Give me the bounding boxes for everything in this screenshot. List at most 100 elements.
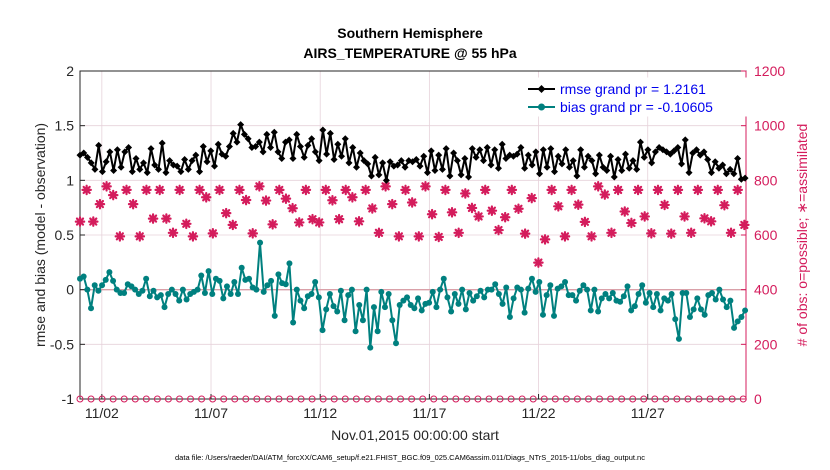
rmse-point: [349, 144, 357, 152]
rmse-point: [267, 144, 275, 152]
bias-point: [635, 291, 642, 298]
bias-point: [631, 303, 638, 310]
bias-point: [374, 328, 381, 335]
rmse-point: [625, 164, 633, 172]
rmse-point: [513, 150, 521, 158]
obs-possible-marker: [540, 395, 548, 403]
bias-point: [473, 293, 480, 300]
bias-point: [102, 276, 109, 283]
bias-point: [161, 304, 168, 311]
bias-point: [337, 287, 344, 294]
rmse-point: [480, 157, 488, 165]
obs-assimilated-marker: [101, 181, 112, 192]
obs-possible-marker: [98, 395, 106, 403]
bias-point: [359, 317, 366, 324]
rmse-point: [528, 161, 536, 169]
rmse-point: [222, 152, 230, 160]
rmse-point: [181, 156, 189, 164]
bias-point: [282, 281, 289, 288]
obs-assimilated-marker: [353, 216, 365, 227]
bias-point: [429, 288, 436, 295]
rmse-point: [117, 163, 125, 171]
rmse-point: [442, 145, 450, 153]
obs-assimilated-marker: [486, 205, 498, 216]
rmse-point: [364, 160, 372, 168]
obs-possible-marker: [662, 395, 670, 403]
obs-assimilated-marker: [320, 184, 332, 196]
obs-possible-marker: [441, 395, 449, 403]
rmse-point: [315, 157, 323, 165]
rmse-point: [311, 148, 319, 156]
obs-possible-marker: [209, 395, 217, 403]
obs-assimilated-marker: [293, 217, 305, 228]
rmse-point: [293, 130, 301, 138]
obs-possible-marker: [562, 395, 570, 403]
bias-point: [319, 327, 326, 334]
rmse-point: [345, 159, 353, 167]
rmse-point: [106, 148, 114, 156]
obs-possible-marker: [275, 395, 283, 403]
bias-point: [742, 307, 749, 314]
rmse-point: [341, 135, 349, 143]
rmse-point: [573, 172, 581, 180]
chart-subtitle: AIRS_TEMPERATURE @ 55 hPa: [303, 45, 517, 61]
bias-point: [231, 279, 238, 286]
bias-point: [348, 286, 355, 293]
obs-assimilated-marker: [592, 181, 604, 192]
rmse-point: [162, 169, 170, 177]
bias-point: [88, 305, 95, 312]
rmse-point: [412, 156, 420, 164]
obs-possible-marker: [386, 395, 394, 403]
rmse-point: [674, 144, 682, 152]
obs-possible-marker: [507, 395, 515, 403]
bias-point: [628, 307, 635, 314]
bias-point: [110, 277, 117, 284]
bias-point: [528, 275, 535, 282]
rmse-point: [696, 151, 704, 159]
rmse-point: [562, 146, 570, 154]
bias-point: [466, 289, 473, 296]
bias-point: [95, 287, 102, 294]
bias-point: [440, 275, 447, 282]
rmse-point: [722, 170, 730, 178]
obs-possible-marker: [120, 395, 128, 403]
rmse-point: [577, 146, 585, 154]
y2-tick-label: 400: [754, 282, 778, 298]
rmse-point: [543, 163, 551, 171]
rmse-point: [367, 172, 375, 180]
rmse-point: [427, 147, 435, 155]
rmse-point: [689, 149, 697, 157]
rmse-point: [173, 162, 181, 170]
obs-assimilated-marker: [732, 184, 743, 196]
obs-possible-marker: [618, 395, 626, 403]
rmse-point: [685, 169, 693, 177]
obs-possible-marker: [651, 395, 659, 403]
obs-assimilated-marker: [619, 206, 631, 217]
rmse-point: [603, 166, 611, 174]
rmse-point: [199, 142, 207, 150]
bias-point: [381, 304, 388, 311]
y-tick-label: 1.5: [55, 118, 75, 134]
legend-bias-label: bias grand pr = -0.10605: [560, 99, 713, 115]
rmse-point: [461, 154, 469, 162]
bias-point: [488, 286, 495, 293]
rmse-point: [502, 154, 510, 162]
rmse-point: [446, 172, 454, 180]
obs-possible-marker: [419, 395, 427, 403]
bias-point: [720, 296, 727, 303]
bias-point: [315, 294, 322, 301]
bias-point: [517, 286, 524, 293]
obs-assimilated-marker: [333, 213, 345, 225]
bias-point: [257, 239, 264, 246]
rmse-point: [184, 165, 192, 173]
bias-point: [437, 286, 444, 293]
obs-assimilated-marker: [74, 216, 86, 227]
obs-assimilated-marker: [659, 199, 670, 211]
obs-assimilated-marker: [440, 184, 451, 196]
rmse-point: [648, 159, 656, 167]
bias-point: [293, 286, 300, 293]
rmse-point: [678, 160, 686, 168]
legend-bias-marker: [538, 103, 545, 111]
bias-point: [734, 318, 741, 325]
obs-possible-marker: [297, 395, 305, 403]
